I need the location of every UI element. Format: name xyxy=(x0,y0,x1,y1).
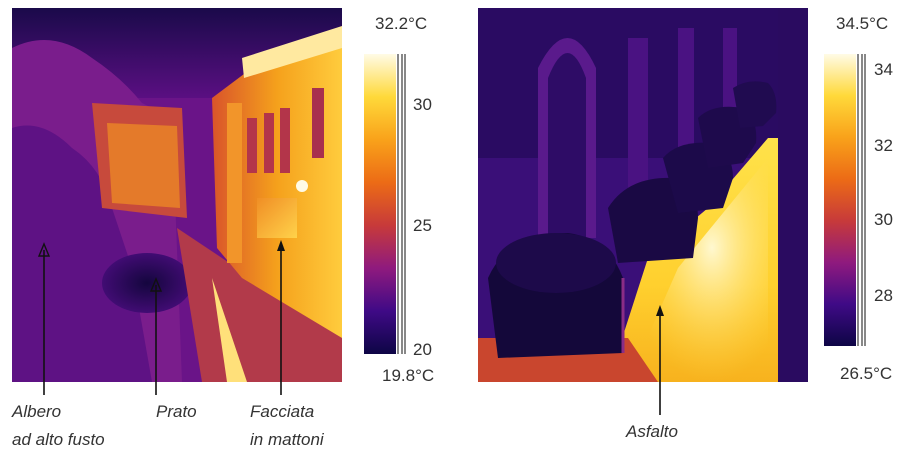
annotation-line: Asfalto xyxy=(626,422,678,441)
right-scale-tick: 34 xyxy=(874,60,893,79)
left-scale-tick: 20 xyxy=(413,340,432,359)
right-color-scale: 34.5°C 34 32 30 28 26.5°C xyxy=(820,8,911,388)
right-colorbar xyxy=(824,54,856,346)
right-scale-tick: 28 xyxy=(874,286,893,305)
annotation-line: Albero xyxy=(12,402,62,421)
right-annotation-arrows xyxy=(656,305,664,415)
annotation-albero: Albero ad alto fusto xyxy=(12,398,105,454)
left-annotation-arrows xyxy=(37,240,285,395)
left-scale-max-label: 32.2°C xyxy=(375,14,428,33)
annotation-prato: Prato xyxy=(156,398,197,426)
right-colorbar-rails xyxy=(857,54,866,346)
annotation-facciata: Facciata in mattoni xyxy=(250,398,324,454)
left-colorbar-rails xyxy=(397,54,406,354)
right-thermal-panel: 34.5°C 34 32 30 28 26.5°C Asfalto xyxy=(460,0,911,461)
right-scale-tick: 30 xyxy=(874,210,893,229)
left-scale-tick: 25 xyxy=(413,216,432,235)
annotation-line: Facciata xyxy=(250,402,315,421)
annotation-line: Prato xyxy=(156,402,197,421)
annotation-line: in mattoni xyxy=(250,430,324,449)
left-thermal-panel: 32.2°C 30 25 20 19.8°C Albero ad alto fu… xyxy=(12,8,460,454)
left-thermal-image xyxy=(12,8,342,382)
left-colorbar xyxy=(364,54,396,354)
right-thermal-image xyxy=(478,8,808,382)
right-scale-tick: 32 xyxy=(874,136,893,155)
left-color-scale: 32.2°C 30 25 20 19.8°C xyxy=(360,8,460,388)
left-scale-min-label: 19.8°C xyxy=(382,366,435,385)
annotation-asfalto: Asfalto xyxy=(626,418,678,446)
right-scale-max-label: 34.5°C xyxy=(836,14,889,33)
annotation-line: ad alto fusto xyxy=(12,430,105,449)
left-scale-tick: 30 xyxy=(413,95,432,114)
right-scale-min-label: 26.5°C xyxy=(840,364,893,383)
